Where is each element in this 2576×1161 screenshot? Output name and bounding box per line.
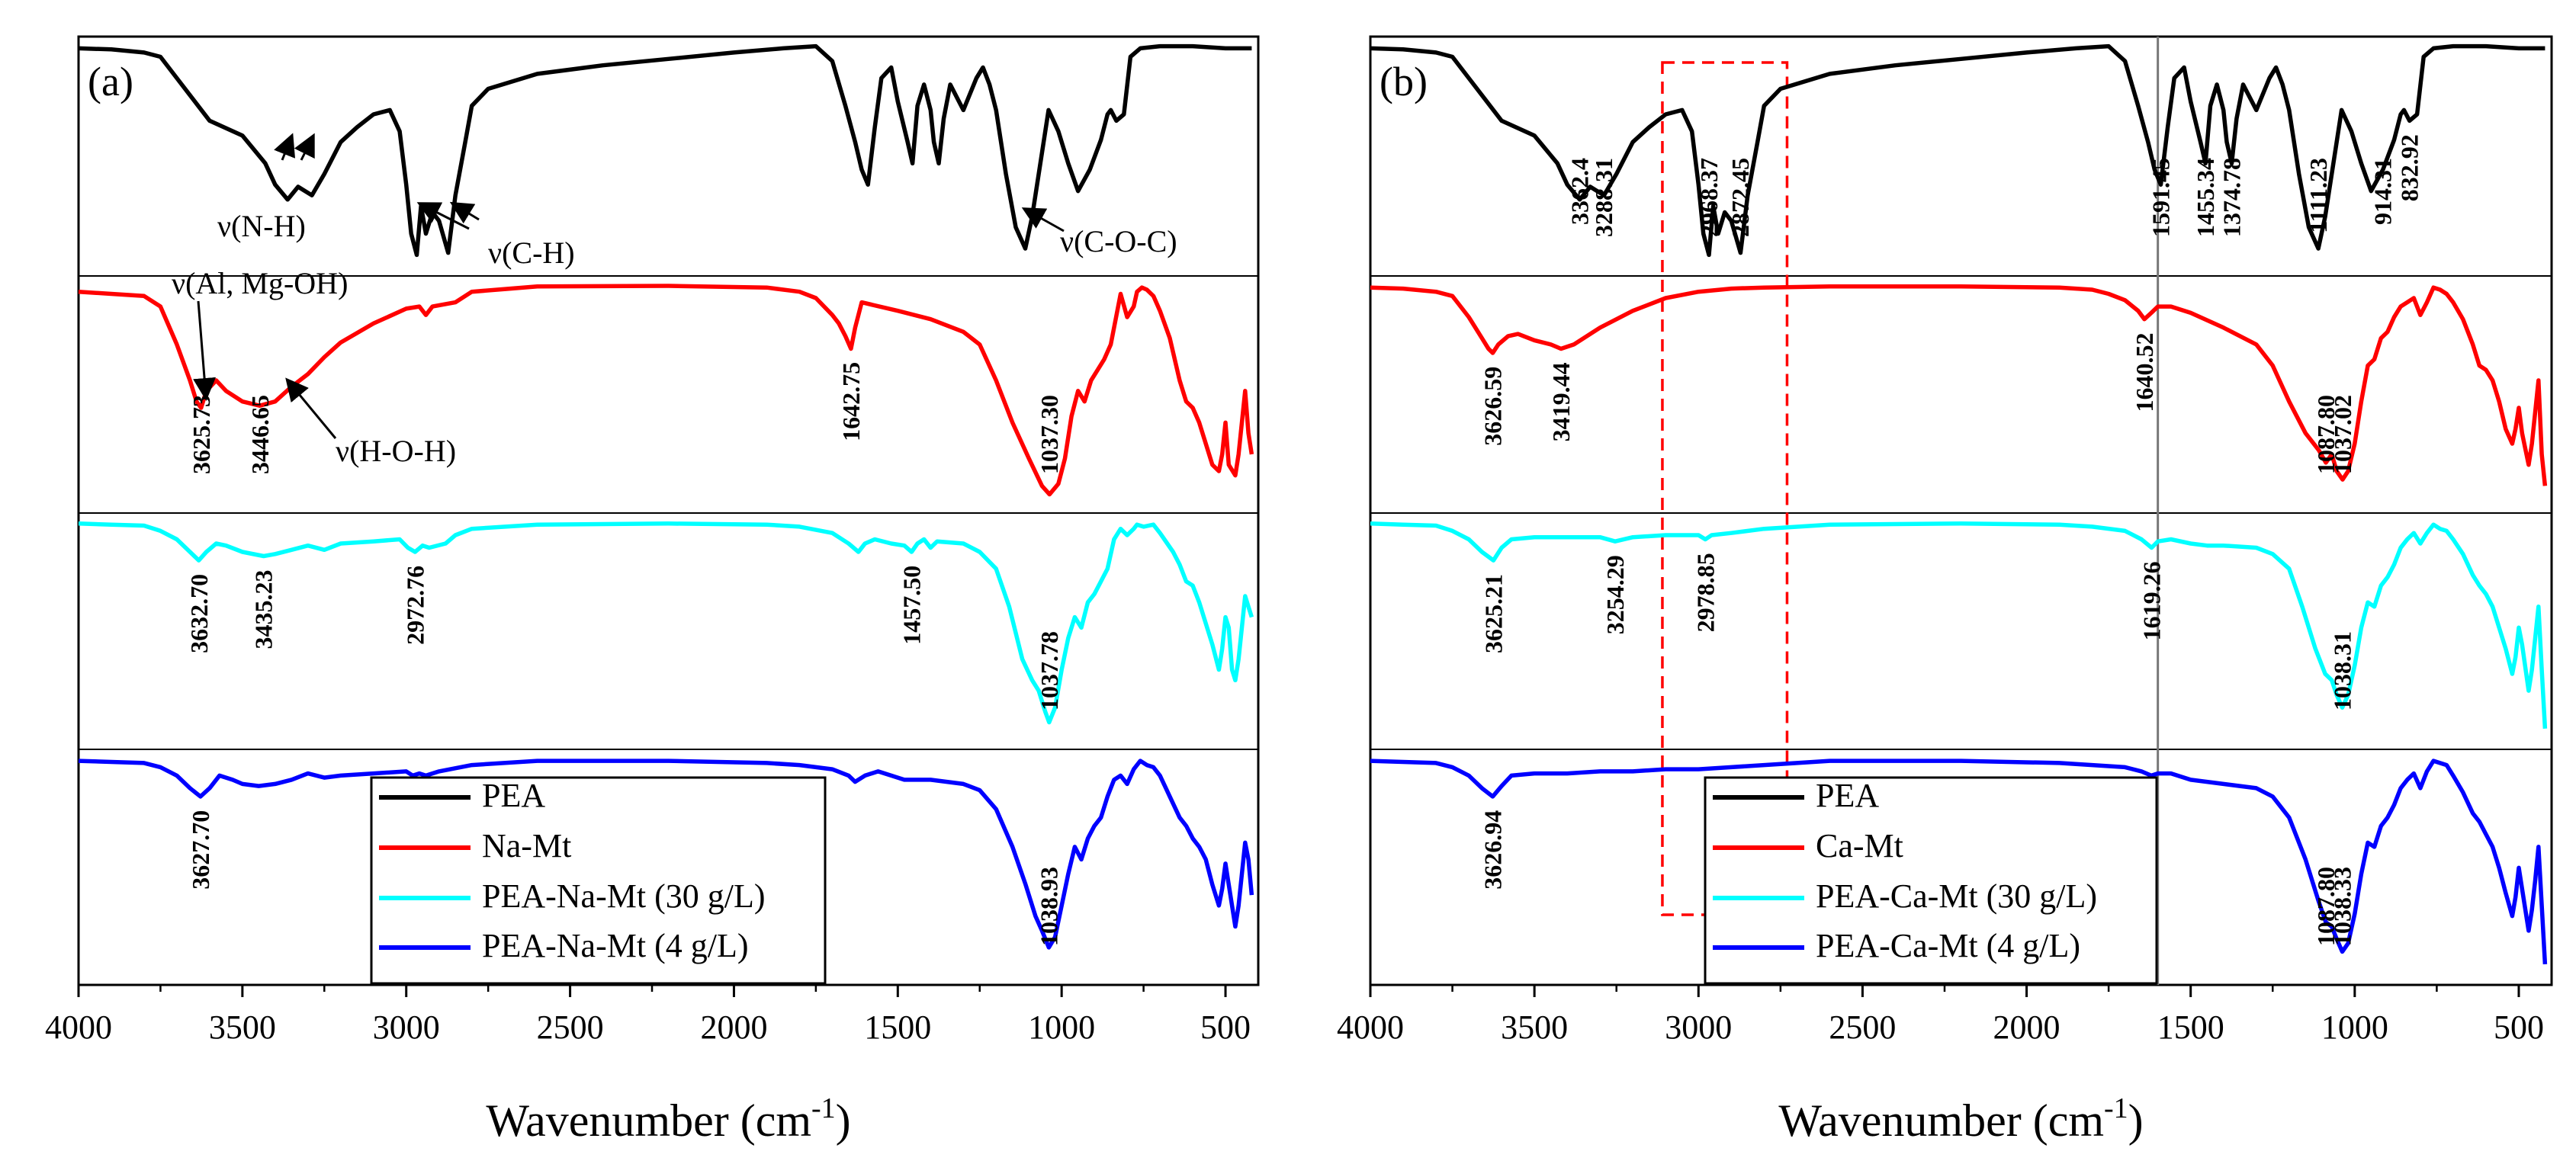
peak-label: 3254.29 <box>1601 555 1629 634</box>
peak-label: 832.92 <box>2396 134 2423 201</box>
panel-b: 4000 3500 3000 2500 2000 1500 1000 500 Wavenumbe… <box>1337 35 2553 1146</box>
peak-label: 1591.45 <box>2147 158 2174 237</box>
peak-label: 3632.70 <box>185 574 213 653</box>
annotation-label: ν(N-H) <box>217 209 306 243</box>
legend-entry: PEA <box>482 777 545 814</box>
x-axis-title: Wavenumber (cm-1) <box>1778 1092 2143 1146</box>
peak-label: 1037.02 <box>2329 395 2356 474</box>
legend-entry: PEA-Na-Mt (4 g/L) <box>482 927 749 964</box>
plot-frame <box>1369 35 2553 986</box>
x-axis-title-main: Wavenumber <box>1778 1095 2021 1146</box>
peak-label: 3626.94 <box>1479 810 1507 890</box>
peak-label: 1037.30 <box>1036 395 1063 474</box>
peak-label: 1038.31 <box>2328 631 2356 710</box>
series-line-3 <box>1370 758 2548 965</box>
peak-label: 2968.37 <box>1695 158 1723 237</box>
x-tick-label: 2500 <box>1829 1009 1896 1046</box>
x-tick-label: 2000 <box>1993 1009 2060 1046</box>
x-tick-label: 500 <box>1200 1009 1251 1046</box>
annotation-arrow <box>294 133 315 161</box>
peak-label: 1038.33 <box>2328 867 2356 946</box>
x-tick-label: 2500 <box>537 1009 604 1046</box>
annotation-arrow <box>193 300 217 401</box>
x-tick-label: 3000 <box>1665 1009 1732 1046</box>
peak-label: 1037.78 <box>1036 631 1063 710</box>
annotation-arrow <box>449 201 480 224</box>
x-tick-label: 1000 <box>1028 1009 1095 1046</box>
annotation-arrow <box>416 202 470 230</box>
peak-label: 1642.75 <box>837 362 865 441</box>
x-tick-label: 4000 <box>1337 1009 1404 1046</box>
peak-label: 3446.65 <box>246 395 274 474</box>
series-line-2 <box>1370 521 2548 729</box>
legend-entry: Na-Mt <box>482 827 571 864</box>
peak-label: 914.31 <box>2369 158 2397 225</box>
peak-label: 3288.31 <box>1590 158 1617 237</box>
annotation-label: ν(Al, Mg-OH) <box>172 266 348 300</box>
peak-label: 2978.85 <box>1691 553 1719 632</box>
peak-label: 1087.80 <box>2312 867 2340 946</box>
x-axis-title-close: ) <box>2128 1095 2144 1146</box>
peak-label: 1640.52 <box>2131 333 2158 412</box>
peak-label: 1457.50 <box>898 566 926 645</box>
series-line-0 <box>1370 43 2545 258</box>
panel-a: 4000 3500 3000 2500 2000 1500 1000 500 Wavenumbe… <box>45 35 1260 1146</box>
x-tick-label: 500 <box>2494 1009 2544 1046</box>
x-axis-title-space <box>729 1095 740 1146</box>
peak-label: 1455.34 <box>2192 158 2219 237</box>
legend-entry: PEA-Na-Mt (30 g/L) <box>482 877 766 915</box>
peak-label: 3362.4 <box>1566 158 1593 225</box>
series-line-0 <box>78 43 1252 258</box>
x-axis-title-unit: (cm <box>2033 1095 2104 1146</box>
legend-entry: Ca-Mt <box>1816 827 1903 864</box>
peak-label: 3625.21 <box>1479 574 1507 653</box>
x-tick-label: 1000 <box>2321 1009 2388 1046</box>
legend-entry: PEA-Ca-Mt (30 g/L) <box>1816 877 2097 915</box>
x-tick-label: 3000 <box>373 1009 440 1046</box>
peak-label: 2972.76 <box>401 566 429 645</box>
annotation-label: ν(C-O-C) <box>1060 224 1177 258</box>
peak-label: 2872.45 <box>1726 158 1754 237</box>
x-axis-title-sup: -1 <box>2104 1092 2128 1124</box>
peak-label: 3627.70 <box>187 810 214 890</box>
series-line-2 <box>78 521 1254 725</box>
legend-entry: PEA-Ca-Mt (4 g/L) <box>1816 927 2080 964</box>
peak-label: 1038.93 <box>1035 867 1062 946</box>
x-axis-title: Wavenumber (cm-1) <box>486 1092 850 1146</box>
peak-label: 3419.44 <box>1547 362 1575 441</box>
series-line-3 <box>78 758 1254 950</box>
plot-frame <box>77 35 1260 986</box>
annotation-arrow <box>1021 207 1065 233</box>
x-tick-label: 4000 <box>45 1009 112 1046</box>
peak-label: 3626.59 <box>1479 367 1507 446</box>
annotation-arrow <box>285 377 337 439</box>
x-tick-label: 3500 <box>209 1009 276 1046</box>
series-line-1 <box>78 284 1254 497</box>
x-tick-label: 1500 <box>2157 1009 2224 1046</box>
annotation-arrow <box>274 133 296 161</box>
panel-label: (a) <box>88 59 133 104</box>
peak-label: 1619.26 <box>2138 561 2165 640</box>
x-axis-title-close: ) <box>836 1095 851 1146</box>
x-axis-title-space <box>2022 1095 2033 1146</box>
panel-label: (b) <box>1380 59 1428 104</box>
series-line-1 <box>1370 284 2548 486</box>
peak-label: 3435.23 <box>250 570 278 649</box>
peak-label: 3625.73 <box>188 395 215 474</box>
x-axis-title-unit: (cm <box>740 1095 811 1146</box>
x-tick-label: 2000 <box>700 1009 767 1046</box>
x-tick-label: 1500 <box>864 1009 931 1046</box>
peak-label: 1111.23 <box>2305 158 2332 233</box>
x-axis-title-sup: -1 <box>811 1092 836 1124</box>
legend-entry: PEA <box>1816 777 1879 814</box>
annotation-label: ν(H-O-H) <box>336 434 456 468</box>
annotation-label: ν(C-H) <box>488 236 575 270</box>
peak-label: 1374.78 <box>2218 158 2246 237</box>
x-tick-label: 3500 <box>1501 1009 1568 1046</box>
x-axis-title-main: Wavenumber <box>486 1095 728 1146</box>
peak-label: 1087.80 <box>2312 395 2340 474</box>
